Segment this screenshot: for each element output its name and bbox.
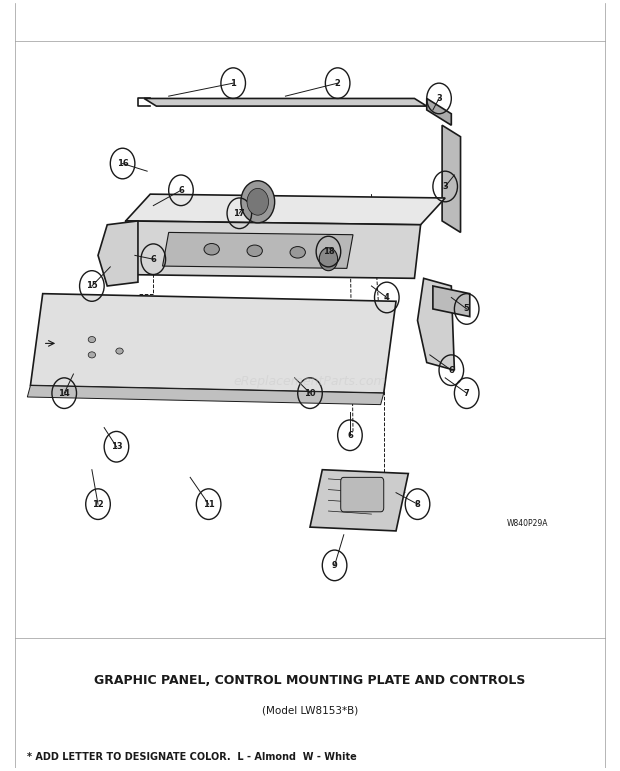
Polygon shape	[433, 286, 470, 317]
Text: 6: 6	[151, 254, 156, 264]
Ellipse shape	[241, 180, 275, 223]
Polygon shape	[126, 194, 445, 225]
Ellipse shape	[319, 247, 338, 271]
Ellipse shape	[247, 188, 268, 215]
Polygon shape	[442, 125, 461, 232]
Text: 13: 13	[110, 443, 122, 451]
FancyBboxPatch shape	[341, 477, 384, 512]
Polygon shape	[30, 294, 396, 393]
Text: 6: 6	[448, 365, 454, 375]
Polygon shape	[27, 386, 384, 405]
Text: 6: 6	[347, 431, 353, 439]
Polygon shape	[417, 278, 454, 370]
Text: 10: 10	[304, 389, 316, 398]
Text: 8: 8	[415, 500, 420, 509]
Polygon shape	[162, 232, 353, 268]
Text: W840P29A: W840P29A	[507, 519, 548, 528]
Text: 4: 4	[384, 293, 390, 302]
Polygon shape	[98, 221, 138, 286]
Text: 7: 7	[464, 389, 469, 398]
Polygon shape	[310, 470, 409, 531]
Text: 2: 2	[335, 79, 340, 88]
Text: GRAPHIC PANEL, CONTROL MOUNTING PLATE AND CONTROLS: GRAPHIC PANEL, CONTROL MOUNTING PLATE AN…	[94, 674, 526, 687]
Text: 3: 3	[436, 94, 442, 103]
Text: 5: 5	[464, 305, 469, 314]
Text: 15: 15	[86, 281, 98, 291]
Ellipse shape	[247, 245, 262, 257]
Ellipse shape	[290, 247, 306, 258]
Text: 3: 3	[442, 182, 448, 191]
Text: 18: 18	[322, 247, 334, 256]
Text: 17: 17	[234, 209, 245, 217]
Text: 12: 12	[92, 500, 104, 509]
Polygon shape	[144, 99, 427, 106]
Text: 9: 9	[332, 561, 337, 570]
Text: * ADD LETTER TO DESIGNATE COLOR.  L - Almond  W - White: * ADD LETTER TO DESIGNATE COLOR. L - Alm…	[27, 752, 357, 762]
Ellipse shape	[116, 348, 123, 354]
Ellipse shape	[88, 336, 95, 342]
Text: 16: 16	[117, 159, 128, 168]
Polygon shape	[120, 221, 420, 278]
Text: 14: 14	[58, 389, 70, 398]
Text: (Model LW8153*B): (Model LW8153*B)	[262, 705, 358, 715]
Ellipse shape	[88, 352, 95, 358]
Text: 1: 1	[230, 79, 236, 88]
Text: eReplacementParts.com: eReplacementParts.com	[234, 375, 386, 388]
Text: 6: 6	[178, 186, 184, 195]
Ellipse shape	[204, 244, 219, 255]
Polygon shape	[427, 99, 451, 125]
Text: 11: 11	[203, 500, 215, 509]
